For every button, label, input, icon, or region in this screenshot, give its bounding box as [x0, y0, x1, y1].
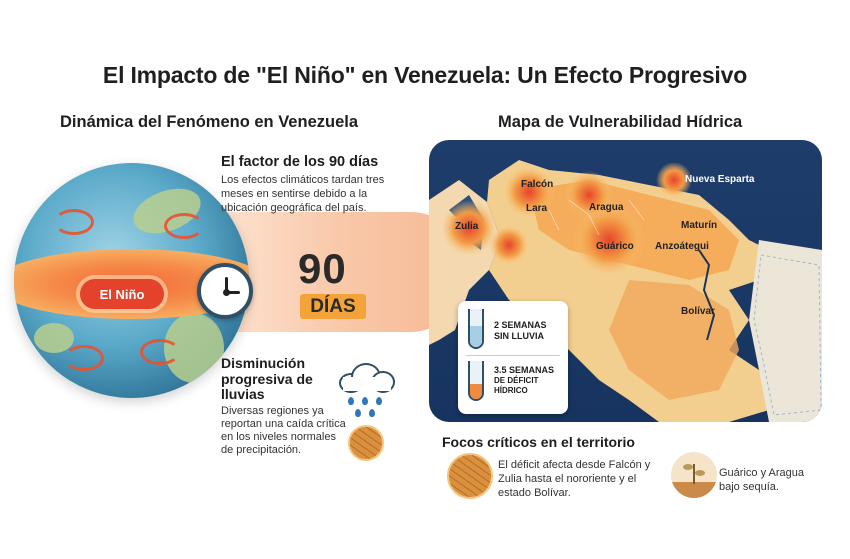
- decrease-body: Diversas regiones ya reportan una caída …: [221, 405, 346, 456]
- rain-cloud-icon: [339, 363, 397, 393]
- right-subtitle: Mapa de Vulnerabilidad Hídrica: [498, 113, 743, 131]
- label-maturin: Maturín: [681, 220, 718, 231]
- label-falcon: Falcón: [521, 179, 554, 190]
- focos-title: Focos críticos en el territorio: [442, 434, 635, 450]
- label-bolivar: Bolívar: [681, 306, 715, 317]
- days-number: 90: [298, 245, 347, 292]
- label-aragua: Aragua: [589, 202, 624, 213]
- days-badge: DÍAS: [300, 294, 366, 319]
- label-anzoategui: Anzoátegui: [655, 241, 709, 252]
- factor-body: Los efectos climáticos tardan tres meses…: [221, 174, 385, 214]
- info-line1b: SIN LLUVIA: [494, 331, 545, 341]
- factor-title: El factor de los 90 días: [221, 154, 379, 170]
- clock-icon: [197, 263, 253, 319]
- wilted-plant-icon: [671, 452, 717, 498]
- info-line2c: HÍDRICO: [494, 386, 528, 395]
- focos-body: El déficit afecta desde Falcón y Zulia h…: [498, 459, 651, 499]
- label-guarico: Guárico: [596, 241, 634, 252]
- dry-soil-icon: [447, 453, 493, 499]
- label-zulia: Zulia: [455, 221, 479, 232]
- info-line2b: DE DÉFICIT: [494, 376, 539, 385]
- test-tube-low-icon: [468, 361, 484, 401]
- info-line1: 2 SEMANAS: [494, 320, 547, 330]
- rain-deficit-infobox: 2 SEMANAS SIN LLUVIA 3.5 SEMANAS DE DÉFI…: [458, 301, 568, 414]
- left-subtitle: Dinámica del Fenómeno en Venezuela: [60, 113, 359, 131]
- label-lara: Lara: [526, 203, 548, 214]
- test-tube-icon: [468, 309, 484, 349]
- page-title: El Impacto de "El Niño" en Venezuela: Un…: [102, 62, 748, 88]
- venezuela-map: Falcón Nueva Esparta Lara Aragua Zulia M…: [429, 140, 822, 422]
- info-line2: 3.5 SEMANAS: [494, 365, 555, 375]
- label-nueva-esparta: Nueva Esparta: [685, 174, 755, 185]
- el-nino-label: El Niño: [80, 279, 164, 309]
- guarico-aragua-text: Guárico y Aragua bajo sequía.: [719, 467, 804, 493]
- decrease-title: Disminución progresiva de lluvias: [221, 355, 313, 402]
- cracked-soil-icon: [348, 425, 384, 461]
